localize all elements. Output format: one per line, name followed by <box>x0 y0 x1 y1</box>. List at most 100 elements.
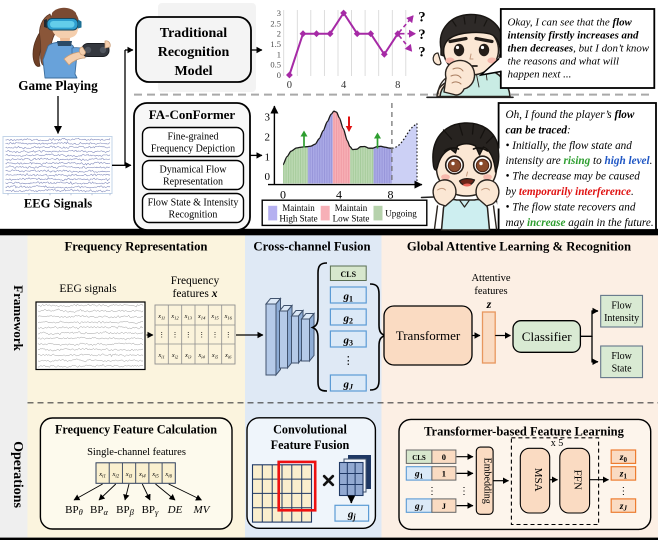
svg-text:⋮: ⋮ <box>225 331 232 339</box>
svg-text:2: 2 <box>265 131 271 143</box>
svg-text:Flow: Flow <box>611 351 632 362</box>
svg-text:xi6: xi6 <box>164 471 172 480</box>
svg-text:8: 8 <box>395 80 400 91</box>
svg-text:xi2: xi2 <box>111 471 119 480</box>
svg-text:EEG signals: EEG signals <box>59 283 117 295</box>
svg-text:FA-ConFormer: FA-ConFormer <box>149 107 236 122</box>
svg-text:then decreases, but I don’t kn: then decreases, but I don’t know <box>508 43 650 55</box>
svg-text:⋮: ⋮ <box>185 331 192 339</box>
svg-text:FFN: FFN <box>572 470 584 490</box>
svg-text:x13: x13 <box>184 313 193 321</box>
svg-text:0: 0 <box>277 70 281 80</box>
svg-text:xi5: xi5 <box>211 352 219 360</box>
svg-text:⋮: ⋮ <box>198 331 205 339</box>
svg-text:0.5: 0.5 <box>270 60 281 70</box>
svg-text:happen next ...: happen next ... <box>508 69 572 81</box>
svg-text:3: 3 <box>265 112 271 124</box>
svg-text:4: 4 <box>341 80 347 91</box>
svg-text:Game Playing: Game Playing <box>18 78 98 93</box>
svg-text:0: 0 <box>280 188 286 202</box>
svg-text:features: features <box>474 286 507 297</box>
svg-text:intensity firstly increases an: intensity firstly increases and <box>508 30 640 42</box>
svg-text:Okay, I can see that the flow: Okay, I can see that the flow <box>508 17 633 29</box>
svg-text:8: 8 <box>388 188 394 202</box>
svg-text:Flow State & Intensity: Flow State & Intensity <box>148 198 239 209</box>
svg-text:xi3: xi3 <box>184 352 192 360</box>
svg-text:Operations: Operations <box>10 441 25 508</box>
svg-text:gj: gj <box>347 509 357 522</box>
svg-text:xi1: xi1 <box>158 352 165 360</box>
svg-text:Model: Model <box>174 64 212 79</box>
svg-text:Feature Fusion: Feature Fusion <box>271 438 350 452</box>
svg-text:Dynamical Flow: Dynamical Flow <box>160 165 228 176</box>
svg-text:g1: g1 <box>343 291 354 304</box>
svg-text:?: ? <box>418 45 425 61</box>
svg-text:Frequency: Frequency <box>171 275 220 287</box>
svg-text:• Initially, the flow state an: • Initially, the flow state and <box>506 140 633 152</box>
svg-text:Upgoing: Upgoing <box>385 209 417 219</box>
svg-text:g2: g2 <box>343 313 354 326</box>
svg-text:xi4: xi4 <box>198 352 206 360</box>
svg-text:MV: MV <box>193 504 211 516</box>
svg-text:zJ: zJ <box>619 502 628 513</box>
svg-text:Embedding: Embedding <box>482 458 493 504</box>
svg-text:Frequency Feature Calculation: Frequency Feature Calculation <box>55 423 217 437</box>
svg-text:Fine-grained: Fine-grained <box>167 132 218 143</box>
svg-text:features x: features x <box>172 288 217 300</box>
svg-text:⋮: ⋮ <box>427 486 437 497</box>
svg-text:BPγ: BPγ <box>142 504 159 517</box>
svg-text:2: 2 <box>277 29 281 39</box>
svg-text:• The decrease may be caused: • The decrease may be caused <box>506 171 641 183</box>
svg-text:BPθ: BPθ <box>65 504 83 517</box>
svg-text:Maintain: Maintain <box>335 203 368 213</box>
svg-text:High State: High State <box>279 213 317 223</box>
svg-text:xi6: xi6 <box>224 352 232 360</box>
svg-text:1: 1 <box>277 49 281 59</box>
svg-text:Framework: Framework <box>11 285 26 351</box>
svg-text:4: 4 <box>336 188 342 202</box>
svg-text:J: J <box>442 501 447 511</box>
svg-text:x12: x12 <box>170 313 179 321</box>
svg-text:Low State: Low State <box>333 213 370 223</box>
svg-text:x16: x16 <box>224 313 233 321</box>
svg-text:xi3: xi3 <box>125 471 133 480</box>
svg-text:?: ? <box>418 27 425 43</box>
svg-text:0: 0 <box>287 80 292 91</box>
svg-text:MSA: MSA <box>532 468 544 492</box>
svg-text:x15: x15 <box>210 313 219 321</box>
svg-text:by temporarily interference.: by temporarily interference. <box>506 186 634 198</box>
svg-text:g1: g1 <box>414 470 424 481</box>
svg-text:Recognition: Recognition <box>169 210 218 221</box>
svg-text:BPα: BPα <box>90 504 108 517</box>
svg-text:0: 0 <box>442 452 446 462</box>
svg-text:Flow: Flow <box>611 301 632 312</box>
svg-text:xi4: xi4 <box>138 471 146 480</box>
svg-text:0: 0 <box>265 171 271 183</box>
svg-text:xi1: xi1 <box>98 471 106 480</box>
svg-text:CLS: CLS <box>341 270 357 279</box>
svg-text:gJ: gJ <box>414 502 424 513</box>
svg-text:Frequency Depiction: Frequency Depiction <box>151 144 235 155</box>
svg-text:z1: z1 <box>619 470 628 481</box>
svg-text:?: ? <box>418 10 425 26</box>
svg-text:Attentive: Attentive <box>471 273 510 284</box>
svg-text:Cross-channel Fusion: Cross-channel Fusion <box>253 240 370 254</box>
svg-text:Representation: Representation <box>163 177 223 188</box>
svg-text:⋮: ⋮ <box>158 331 165 339</box>
svg-text:intensity are rising to high l: intensity are rising to high level. <box>506 155 653 167</box>
svg-text:x14: x14 <box>197 313 206 321</box>
svg-text:Recognition: Recognition <box>158 45 230 60</box>
svg-text:Frequency Representation: Frequency Representation <box>65 240 208 254</box>
svg-text:may increase again in the futu: may increase again in the future. <box>506 217 654 229</box>
svg-text:can be traced:: can be traced: <box>506 124 571 136</box>
svg-text:• The flow state recovers and: • The flow state recovers and <box>506 201 636 213</box>
svg-text:⋮: ⋮ <box>618 486 628 497</box>
svg-text:z: z <box>486 297 492 311</box>
svg-text:2.5: 2.5 <box>270 18 281 28</box>
svg-text:1.5: 1.5 <box>270 39 281 49</box>
svg-text:EEG Signals: EEG Signals <box>24 197 92 211</box>
svg-text:Transformer: Transformer <box>396 328 461 343</box>
svg-text:Single-channel features: Single-channel features <box>87 447 186 458</box>
svg-text:xi2: xi2 <box>171 352 179 360</box>
svg-text:3: 3 <box>277 8 281 18</box>
